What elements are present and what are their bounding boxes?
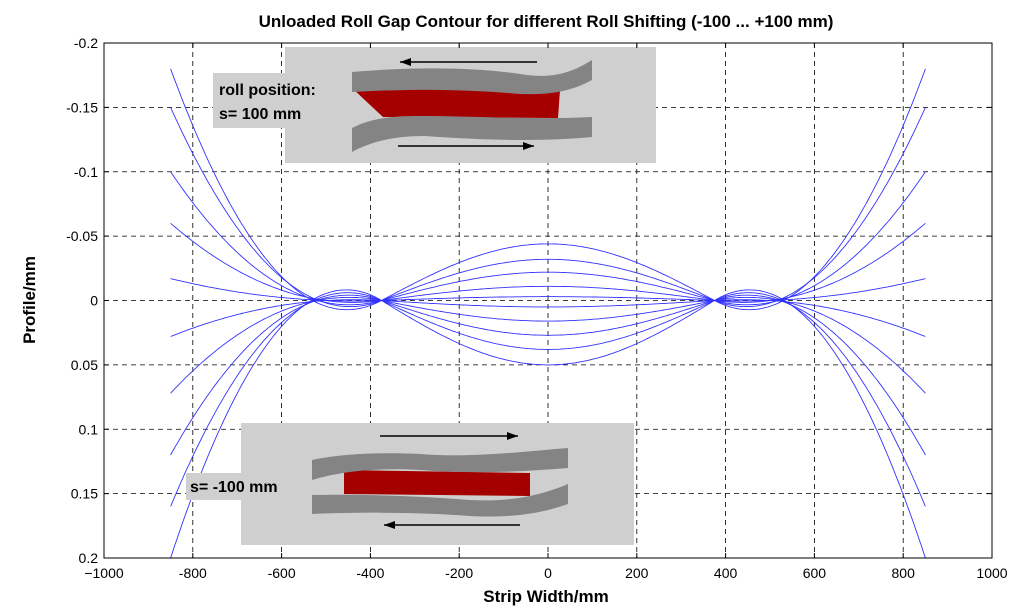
x-tick-label: -200: [445, 565, 473, 581]
lower-roll: [312, 484, 568, 517]
profile-curves: [170, 68, 926, 559]
inset-s-minus-100: s= -100 mm: [186, 423, 634, 545]
x-tick-label: −1000: [84, 565, 124, 581]
roll-gap: [352, 88, 560, 118]
axis-ticks: −1000 -800 -600 -400 -200 0 200 400 600 800 1000 -0…: [66, 35, 1008, 581]
x-tick-label: -600: [268, 565, 296, 581]
x-tick-label: 200: [625, 565, 649, 581]
x-axis-label: Strip Width/mm: [483, 587, 608, 606]
y-tick-label: -0.1: [74, 164, 98, 180]
lower-roll: [352, 116, 592, 152]
y-tick-label: 0.05: [71, 357, 98, 373]
y-axis-label: Profile/mm: [20, 256, 39, 344]
profile-curve-2: [170, 107, 926, 308]
inset-s-plus-100: roll position: s= 100 mm: [213, 47, 656, 163]
upper-roll: [352, 60, 592, 95]
y-tick-label: -0.15: [66, 99, 98, 115]
profile-curve-10: [170, 289, 926, 559]
x-tick-label: 800: [892, 565, 916, 581]
y-tick-label: 0.15: [71, 486, 98, 502]
y-tick-label: -0.2: [74, 35, 98, 51]
shift-arrow-head: [507, 432, 518, 440]
profile-curve-6: [170, 299, 926, 337]
y-tick-label: 0.1: [79, 421, 99, 437]
profile-curve-5: [170, 278, 926, 302]
roll-position-insets: roll position: s= 100 mm s= -100 mm: [186, 47, 656, 545]
inset-label-line2: s= 100 mm: [219, 106, 301, 123]
profile-curve-8: [170, 294, 926, 456]
inset-label-line1: roll position:: [219, 82, 316, 99]
x-tick-label: 400: [714, 565, 738, 581]
profile-curve-1: [170, 68, 926, 311]
x-tick-label: -800: [179, 565, 207, 581]
x-tick-label: 1000: [976, 565, 1007, 581]
chart-title: Unloaded Roll Gap Contour for different …: [259, 12, 834, 31]
inset-label-panel: [213, 73, 353, 128]
profile-curve-4: [170, 222, 926, 303]
upper-roll: [312, 448, 568, 480]
y-tick-label: 0: [90, 293, 98, 309]
profile-curve-3: [170, 171, 926, 306]
shift-arrow-head: [384, 521, 395, 529]
roll-gap: [344, 470, 530, 496]
shift-arrow-head: [400, 58, 411, 66]
profile-curve-7: [170, 296, 926, 394]
y-tick-label: -0.05: [66, 228, 98, 244]
shift-arrow-head: [523, 142, 534, 150]
inset-label-panel: [186, 473, 314, 500]
profile-curve-9: [170, 292, 926, 507]
x-tick-label: 600: [803, 565, 827, 581]
x-tick-label: -400: [356, 565, 384, 581]
y-tick-label: 0.2: [79, 550, 99, 566]
x-tick-label: 0: [544, 565, 552, 581]
inset-label-line1: s= -100 mm: [190, 479, 278, 496]
